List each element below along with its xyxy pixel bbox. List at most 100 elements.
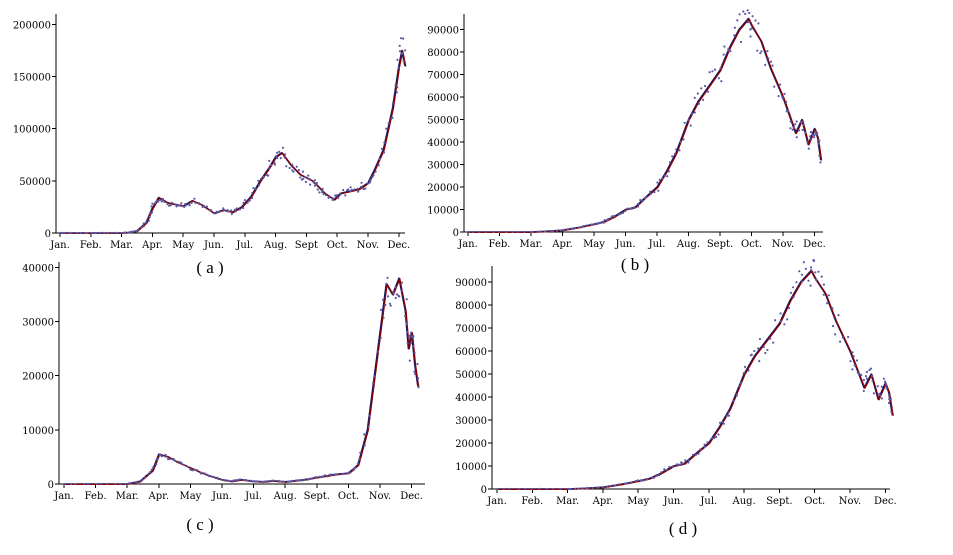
observation-point bbox=[381, 298, 385, 301]
observation-point bbox=[164, 455, 167, 458]
observation-point bbox=[810, 138, 813, 141]
observation-point bbox=[141, 478, 144, 481]
observation-point bbox=[322, 475, 325, 478]
observation-point bbox=[373, 375, 376, 378]
observation-point bbox=[727, 414, 731, 417]
x-tick-label: Aug. bbox=[263, 240, 287, 251]
observation-point bbox=[374, 170, 377, 173]
x-tick-label: Jul. bbox=[648, 239, 666, 250]
observation-point bbox=[310, 477, 313, 480]
observation-point bbox=[363, 433, 366, 436]
observation-point bbox=[663, 174, 667, 177]
y-tick-label: 70000 bbox=[455, 324, 487, 335]
observation-point bbox=[787, 306, 791, 310]
observation-point bbox=[272, 479, 275, 482]
observation-point bbox=[185, 204, 188, 207]
observation-point bbox=[309, 183, 312, 186]
observation-point bbox=[409, 331, 413, 334]
observation-point bbox=[694, 453, 698, 456]
observation-point bbox=[743, 365, 747, 368]
observation-point bbox=[626, 482, 629, 485]
x-tick-label: Oct. bbox=[327, 240, 348, 251]
observation-point bbox=[268, 159, 271, 162]
observation-point bbox=[748, 11, 751, 15]
observation-point bbox=[348, 470, 351, 473]
observation-point bbox=[735, 394, 739, 397]
observation-point bbox=[316, 188, 319, 191]
observation-point bbox=[637, 202, 640, 205]
observation-point bbox=[555, 229, 559, 232]
observation-point bbox=[691, 453, 695, 456]
observation-point bbox=[255, 480, 258, 483]
observation-point bbox=[416, 362, 419, 366]
observation-point bbox=[363, 444, 366, 447]
observation-point bbox=[388, 302, 392, 305]
observation-point bbox=[360, 181, 363, 184]
observation-point bbox=[155, 463, 158, 466]
observation-point bbox=[148, 212, 151, 215]
observation-point bbox=[618, 483, 621, 486]
observation-point bbox=[367, 425, 370, 428]
observation-point bbox=[257, 179, 260, 182]
observation-point bbox=[218, 210, 222, 213]
observation-point bbox=[372, 174, 375, 177]
observation-point bbox=[233, 208, 237, 211]
observation-point bbox=[188, 203, 191, 206]
observation-point bbox=[358, 457, 361, 460]
observation-point bbox=[312, 181, 315, 184]
observation-point bbox=[413, 372, 417, 376]
fit-curve bbox=[64, 277, 419, 485]
observation-point bbox=[318, 475, 321, 478]
observation-point bbox=[713, 436, 716, 440]
observation-point bbox=[175, 204, 178, 207]
observation-point bbox=[869, 367, 873, 370]
observation-point bbox=[687, 119, 690, 122]
observation-point bbox=[756, 49, 759, 52]
observation-point bbox=[326, 475, 329, 478]
observation-point bbox=[732, 399, 735, 402]
observation-point bbox=[719, 67, 722, 70]
y-tick-label: 30000 bbox=[455, 416, 487, 427]
observation-point bbox=[766, 348, 769, 352]
observation-point bbox=[69, 482, 73, 486]
observation-point bbox=[161, 197, 164, 201]
observation-point bbox=[718, 421, 722, 424]
observation-point bbox=[791, 128, 794, 131]
observation-point bbox=[239, 478, 242, 481]
observation-point bbox=[398, 50, 402, 53]
x-tick-label: Jan. bbox=[457, 239, 478, 250]
x-tick-label: Sept bbox=[295, 240, 318, 251]
observation-point bbox=[725, 414, 728, 417]
observation-point bbox=[887, 401, 891, 405]
observation-point bbox=[517, 487, 520, 491]
observation-point bbox=[539, 230, 542, 233]
observation-point bbox=[260, 177, 263, 180]
observation-point bbox=[246, 479, 249, 482]
observation-point bbox=[795, 281, 798, 284]
observation-point bbox=[413, 351, 416, 354]
observation-point bbox=[687, 459, 691, 462]
y-tick-label: 50000 bbox=[19, 177, 51, 188]
observation-point bbox=[858, 372, 861, 375]
x-tick-label: Feb. bbox=[80, 240, 102, 251]
observation-point bbox=[862, 378, 866, 382]
observation-point bbox=[400, 281, 404, 284]
x-tick-label: Aug. bbox=[273, 491, 297, 502]
observation-point bbox=[871, 379, 874, 382]
observation-point bbox=[98, 231, 101, 235]
observation-point bbox=[248, 199, 251, 202]
y-tick-label: 90000 bbox=[427, 26, 459, 37]
observation-point bbox=[252, 480, 255, 483]
observation-point bbox=[802, 120, 805, 123]
observation-point bbox=[478, 230, 481, 234]
observation-point bbox=[681, 462, 685, 465]
observation-point bbox=[696, 92, 699, 95]
observation-point bbox=[238, 208, 241, 211]
observation-point bbox=[234, 210, 237, 213]
observation-point bbox=[140, 226, 143, 229]
observation-point bbox=[642, 479, 645, 482]
observation-point bbox=[268, 480, 271, 483]
observation-point bbox=[587, 486, 590, 490]
observation-point bbox=[274, 155, 278, 158]
observation-point bbox=[853, 364, 856, 367]
